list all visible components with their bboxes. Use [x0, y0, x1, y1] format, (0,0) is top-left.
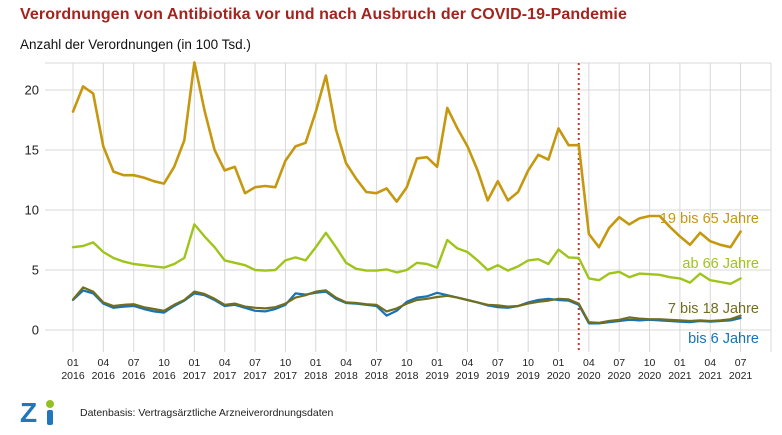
y-tick-label: 5: [32, 263, 39, 278]
x-tick-label: 07 2018: [365, 357, 389, 382]
x-tick-label: 01 2019: [425, 357, 449, 382]
x-tick-label: 01 2021: [668, 357, 692, 382]
x-tick-label: 01 2016: [61, 357, 85, 382]
zi-logo-i-dot: [46, 400, 54, 408]
x-tick-label: 04 2019: [456, 357, 480, 382]
x-tick-label: 07 2016: [122, 357, 146, 382]
page-title: Verordnungen von Antibiotika vor und nac…: [20, 6, 627, 23]
x-tick-label: 01 2018: [304, 357, 328, 382]
x-tick-label: 07 2017: [243, 357, 267, 382]
x-tick-label: 01 2020: [547, 357, 571, 382]
x-tick-label: 10 2019: [516, 357, 540, 382]
zi-logo-z: Z: [20, 397, 38, 428]
zi-logo-i-stem: [47, 410, 53, 425]
legend-label-19-bis-65-jahre: 19 bis 65 Jahre: [660, 211, 759, 227]
y-tick-label: 20: [25, 83, 39, 98]
x-tick-label: 04 2016: [92, 357, 116, 382]
y-tick-label: 10: [25, 203, 39, 218]
x-tick-label: 04 2021: [699, 357, 723, 382]
x-tick-label: 10 2018: [395, 357, 419, 382]
series-line-19-bis-65-jahre: [71, 61, 742, 249]
x-tick-label: 01 2017: [183, 357, 207, 382]
x-tick-label: 04 2017: [213, 357, 237, 382]
x-tick-label: 04 2020: [577, 357, 601, 382]
x-tick-label: 10 2017: [274, 357, 298, 382]
footer: Z Datenbasis: Vertragsärztliche Arzneive…: [20, 396, 333, 430]
y-tick-label: 15: [25, 143, 39, 158]
x-tick-label: 10 2016: [152, 357, 176, 382]
legend-label-bis-6-jahre: bis 6 Jahre: [688, 331, 759, 347]
x-tick-label: 07 2019: [486, 357, 510, 382]
series-line-ab-66-jahre: [71, 223, 742, 285]
source-note: Datenbasis: Vertragsärztliche Arzneivero…: [80, 407, 334, 419]
page-subtitle: Anzahl der Verordnungen (in 100 Tsd.): [20, 37, 251, 52]
zi-logo: Z: [20, 398, 64, 428]
legend-label-ab-66-jahre: ab 66 Jahre: [682, 256, 759, 272]
x-tick-label: 04 2018: [334, 357, 358, 382]
series-line-7-bis-18-jahre: [71, 286, 742, 324]
x-tick-label: 10 2020: [638, 357, 662, 382]
y-tick-label: 0: [32, 323, 39, 338]
x-tick-label: 07 2021: [729, 357, 753, 382]
legend-label-7-bis-18-jahre: 7 bis 18 Jahre: [668, 301, 759, 317]
x-tick-label: 07 2020: [608, 357, 632, 382]
